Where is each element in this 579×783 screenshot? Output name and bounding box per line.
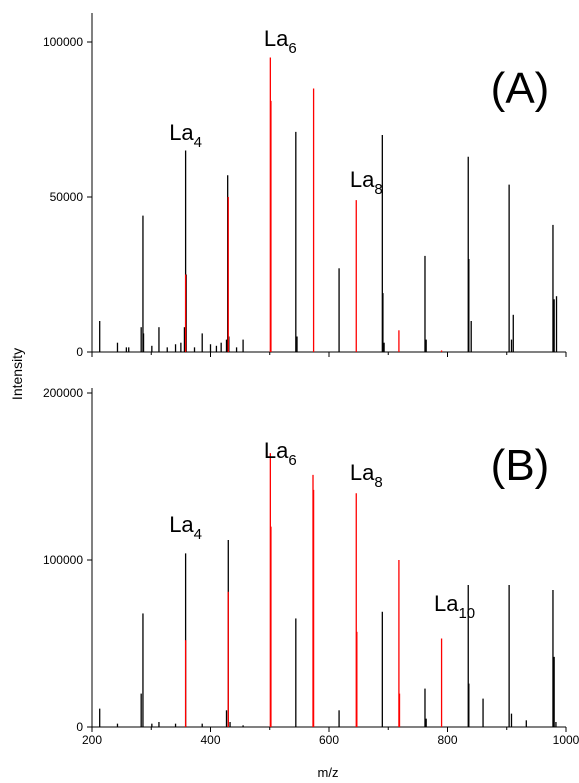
y-tick-label: 50000: [50, 190, 84, 204]
y-tick-label: 100000: [43, 553, 83, 567]
peak-annotation: La10: [434, 591, 475, 622]
peak-annotation: La4: [169, 120, 202, 151]
y-tick-label: 200000: [43, 386, 83, 400]
annotation-subscript: 6: [288, 452, 296, 469]
annotation-text: La: [350, 460, 375, 485]
peak-annotation: La6: [264, 26, 297, 57]
annotation-subscript: 6: [288, 40, 296, 57]
x-tick-label: 400: [200, 733, 220, 747]
other-peaks: [99, 131, 558, 352]
annotation-text: La: [350, 167, 375, 192]
y-tick-label: 100000: [43, 35, 83, 49]
panel-label: (B): [491, 441, 550, 490]
annotation-subscript: 4: [194, 526, 202, 543]
annotation-subscript: 10: [458, 605, 475, 622]
peak-annotation: La6: [264, 438, 297, 469]
peak-annotation: La4: [169, 512, 202, 543]
x-tick-label: 800: [437, 733, 457, 747]
other-peaks: [99, 539, 557, 727]
panels: 050000100000(A)La4La6La80100000200000200…: [43, 13, 579, 747]
x-tick-label: 200: [82, 733, 102, 747]
panel-label: (A): [491, 64, 550, 113]
annotation-text: La: [264, 438, 289, 463]
highlighted-peaks: [184, 57, 443, 352]
highlighted-peaks: [184, 453, 443, 727]
x-axis-label: m/z: [318, 765, 339, 780]
y-axis-label: Intensity: [9, 348, 25, 400]
annotation-subscript: 8: [374, 181, 382, 198]
y-tick-label: 0: [76, 345, 83, 359]
annotation-text: La: [264, 26, 289, 51]
peak-annotation: La8: [350, 460, 383, 491]
x-tick-label: 600: [319, 733, 339, 747]
annotation-subscript: 8: [374, 474, 382, 491]
annotation-text: La: [169, 512, 194, 537]
annotation-subscript: 4: [194, 134, 202, 151]
x-tick-label: 1000: [553, 733, 579, 747]
y-tick-label: 0: [76, 720, 83, 734]
annotation-text: La: [434, 591, 459, 616]
peak-annotation: La8: [350, 167, 383, 198]
annotation-text: La: [169, 120, 194, 145]
